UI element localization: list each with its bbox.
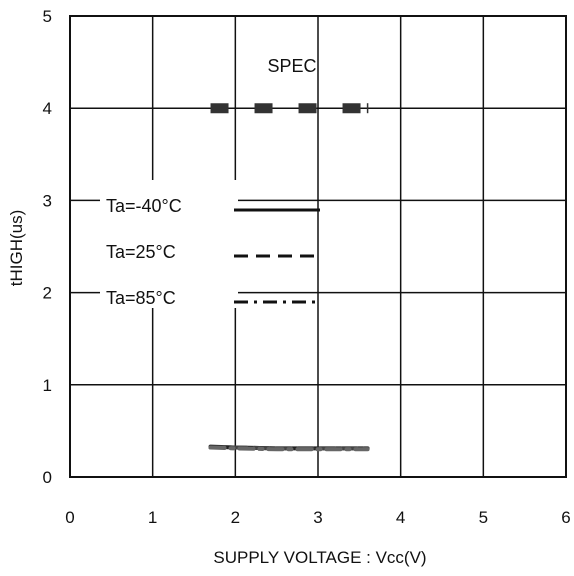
legend-label-1: Ta=25°C: [106, 242, 176, 262]
y-tick-label-0: 0: [43, 468, 52, 487]
y-tick-label-5: 5: [43, 7, 52, 26]
x-tick-label-2: 2: [231, 508, 240, 527]
x-tick-labels: 0 1 2 3 4 5 6: [65, 508, 570, 527]
legend: Ta=-40°C Ta=25°C Ta=85°C: [100, 180, 320, 308]
series-line-2: [208, 445, 370, 452]
y-tick-label-1: 1: [43, 376, 52, 395]
x-tick-label-3: 3: [313, 508, 322, 527]
x-tick-label-6: 6: [561, 508, 570, 527]
x-tick-label-1: 1: [148, 508, 157, 527]
series-group: [208, 444, 370, 452]
y-tick-labels: 0 1 2 3 4 5: [43, 7, 52, 487]
y-tick-label-2: 2: [43, 284, 52, 303]
y-tick-label-4: 4: [43, 99, 52, 118]
x-tick-label-5: 5: [479, 508, 488, 527]
x-tick-label-0: 0: [65, 508, 74, 527]
spec-group: SPEC: [210, 56, 369, 114]
legend-label-2: Ta=85°C: [106, 288, 176, 308]
spec-label: SPEC: [267, 56, 316, 76]
x-axis-label: SUPPLY VOLTAGE : Vcc(V): [213, 548, 426, 567]
y-axis-label: tHIGH(us): [7, 210, 26, 287]
y-tick-label-3: 3: [43, 191, 52, 210]
legend-label-0: Ta=-40°C: [106, 196, 182, 216]
x-tick-label-4: 4: [396, 508, 405, 527]
legend-box: [100, 180, 238, 308]
